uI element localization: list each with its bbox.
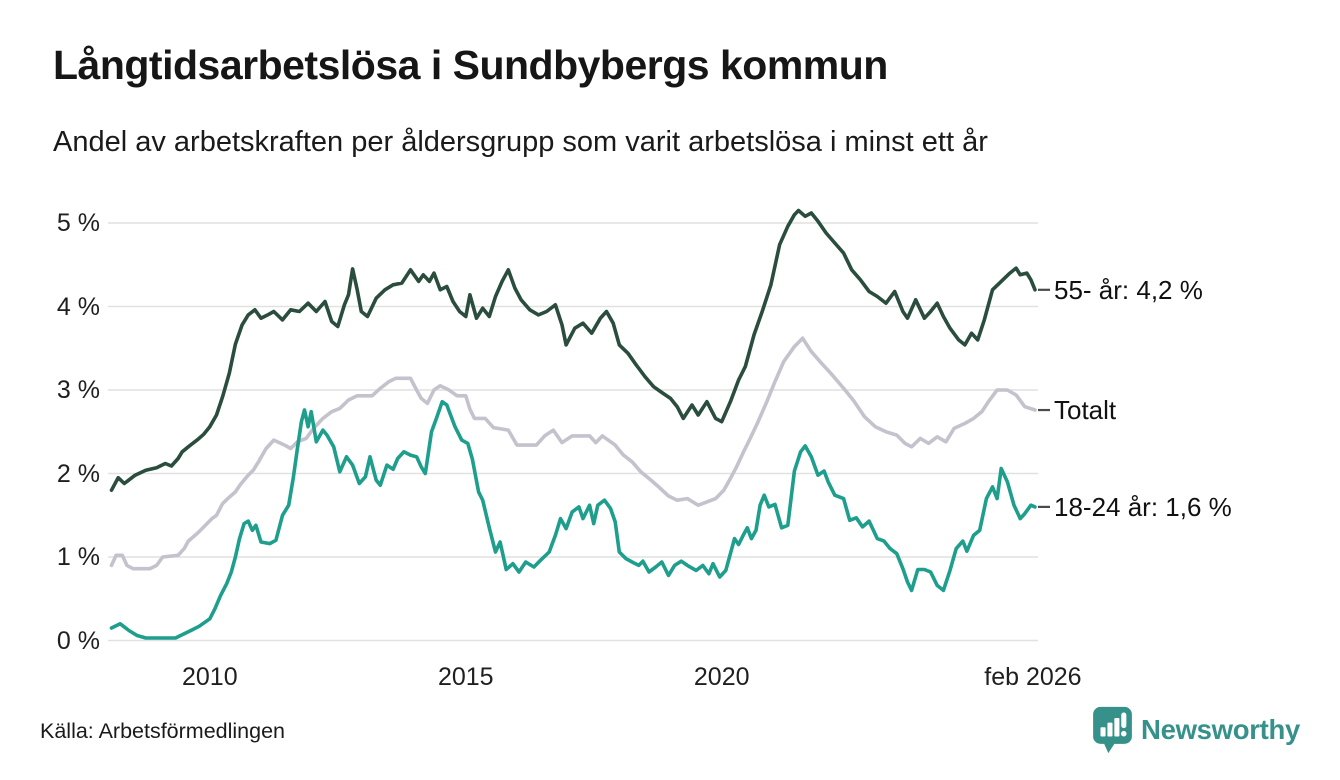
source-note: Källa: Arbetsförmedlingen [40,719,286,743]
y-tick-label: 3 % [56,376,100,404]
series-end-label-55- år: 55- år: 4,2 % [1054,274,1203,305]
page-title: Långtidsarbetslösa i Sundbybergs kommun [53,42,888,88]
y-tick-label: 5 % [56,209,100,237]
y-tick-label: 4 % [56,292,100,321]
x-tick-label: 2010 [182,663,238,691]
series-end-label-Totalt: Totalt [1054,395,1117,426]
series-line-55- år [109,208,1037,492]
x-tick-label: 2015 [437,663,494,691]
newsworthy-pin-barchart-icon [1093,706,1132,754]
newsworthy-wordmark: Newsworthy [1141,714,1300,745]
page-subtitle: Andel av arbetskraften per åldersgrupp s… [53,126,988,158]
series-line-Totalt [109,336,1037,571]
x-tick-label: feb 2026 [984,663,1082,691]
series-line-18-24 år [109,399,1037,640]
y-tick-label: 2 % [56,459,100,488]
series-end-label-18-24 år: 18-24 år: 1,6 % [1054,491,1232,522]
x-tick-label: 2020 [693,663,750,691]
y-tick-label: 0 % [56,626,100,655]
y-tick-label: 1 % [56,543,100,571]
newsworthy-logo: Newsworthy [1092,706,1300,754]
